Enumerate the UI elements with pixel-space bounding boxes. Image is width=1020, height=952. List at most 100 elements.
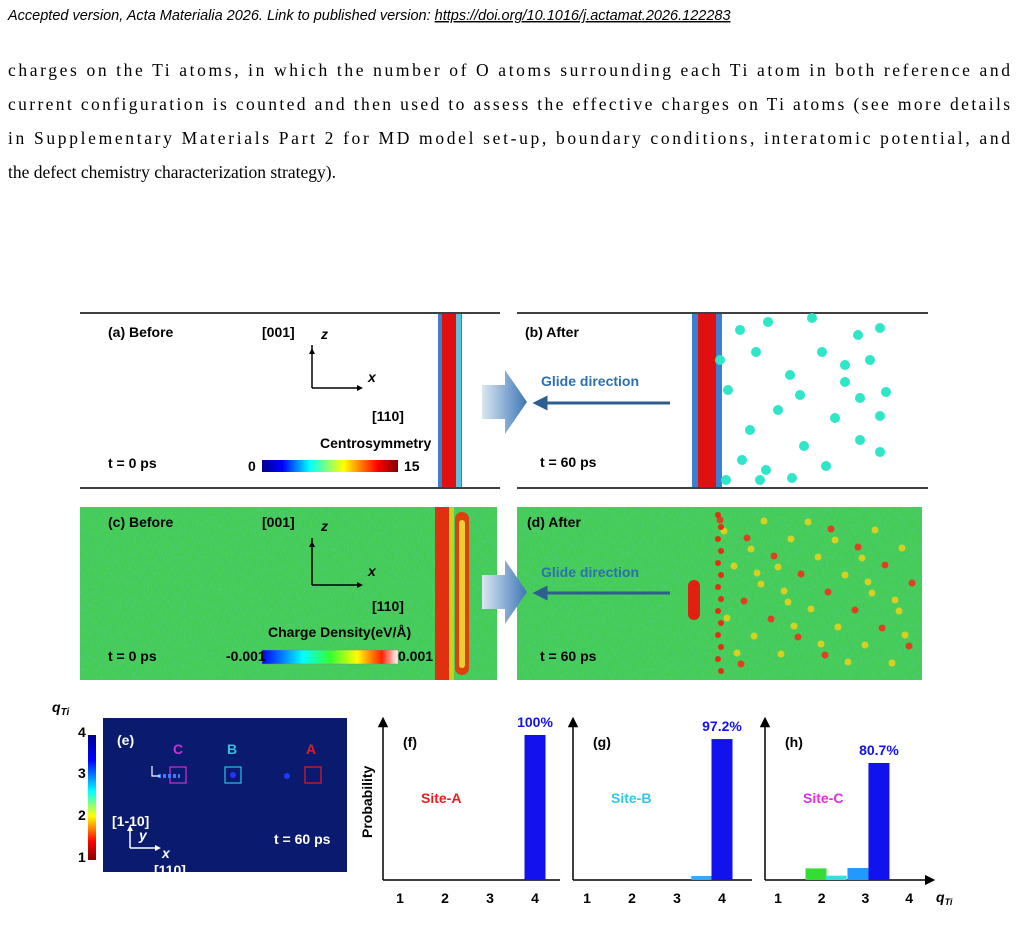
colorbar-label: 2 bbox=[78, 807, 86, 823]
charge-spot bbox=[794, 633, 802, 641]
x-axis-label: qTi bbox=[936, 889, 953, 907]
panel-label: (g) bbox=[593, 734, 611, 750]
header-link[interactable]: https://doi.org/10.1016/j.actamat.2026.1… bbox=[435, 8, 731, 24]
atom bbox=[807, 313, 817, 323]
colorbar-label: 4 bbox=[78, 724, 86, 740]
atom bbox=[840, 377, 850, 387]
big-arrow bbox=[482, 370, 527, 434]
value-label: 100% bbox=[517, 714, 553, 730]
atom bbox=[830, 413, 840, 423]
charge-spot bbox=[716, 516, 724, 524]
charge-spot bbox=[770, 552, 778, 560]
atom bbox=[795, 390, 805, 400]
charge-spot bbox=[817, 640, 825, 648]
atom bbox=[865, 355, 875, 365]
atom bbox=[723, 385, 733, 395]
site-label: A bbox=[306, 741, 316, 757]
charge-spot bbox=[718, 644, 724, 650]
charge-spot bbox=[733, 649, 741, 657]
atom bbox=[721, 475, 731, 485]
x-tick-label: 2 bbox=[441, 890, 449, 906]
site-label: C bbox=[173, 741, 183, 757]
x-tick-label: 4 bbox=[718, 890, 726, 906]
charge-spot bbox=[898, 544, 906, 552]
charge-spot bbox=[737, 660, 745, 668]
panel-label: (d) After bbox=[527, 514, 581, 530]
atom bbox=[773, 405, 783, 415]
bar bbox=[805, 868, 827, 880]
panel-label: (a) Before bbox=[108, 324, 174, 340]
x-tick-label: 3 bbox=[486, 890, 494, 906]
panel-label: (e) bbox=[117, 732, 134, 748]
panel-label: (f) bbox=[403, 734, 417, 750]
x-tick-label: 2 bbox=[818, 890, 826, 906]
charge-spot bbox=[804, 518, 812, 526]
direction: [110] bbox=[154, 862, 186, 878]
panel-label: (b) After bbox=[525, 324, 579, 340]
charge-spot bbox=[888, 659, 896, 667]
panel-label: (h) bbox=[785, 734, 803, 750]
colorbar-label: -0.001 bbox=[226, 648, 266, 664]
colorbar bbox=[88, 735, 96, 860]
subscript: Ti bbox=[61, 707, 70, 718]
bar bbox=[711, 739, 733, 880]
charge-spot bbox=[871, 526, 879, 534]
axis-name: x bbox=[367, 369, 377, 385]
charge-spot bbox=[715, 560, 721, 566]
site-label: Site-C bbox=[803, 790, 843, 806]
atom bbox=[761, 465, 771, 475]
bar bbox=[691, 875, 713, 880]
colorbar-title: qTi bbox=[52, 699, 69, 718]
atom bbox=[715, 355, 725, 365]
charge-spot bbox=[831, 536, 839, 544]
charge-spot bbox=[881, 561, 889, 569]
charge-spot bbox=[740, 597, 748, 605]
colorbar bbox=[261, 649, 399, 665]
x-tick-label: 1 bbox=[583, 890, 591, 906]
charge-spot bbox=[905, 642, 913, 650]
charge-spot bbox=[715, 512, 721, 518]
charge-spot bbox=[730, 562, 738, 570]
colorbar-label: 0.001 bbox=[398, 648, 433, 664]
atom bbox=[737, 455, 747, 465]
charge-spot bbox=[787, 535, 795, 543]
charge-spot bbox=[814, 553, 822, 561]
site-label: B bbox=[227, 741, 237, 757]
axis-name: y bbox=[138, 827, 148, 843]
colorbar-label: 3 bbox=[78, 765, 86, 781]
axis-name: x bbox=[367, 563, 377, 579]
charge-spot bbox=[750, 632, 758, 640]
charge-spot bbox=[718, 620, 724, 626]
atom bbox=[751, 347, 761, 357]
arrow-label: Glide direction bbox=[541, 373, 639, 389]
axes-triad bbox=[311, 345, 360, 389]
atom bbox=[821, 461, 831, 471]
atom bbox=[799, 441, 809, 451]
atom bbox=[853, 330, 863, 340]
charge-spot bbox=[821, 651, 829, 659]
atom bbox=[755, 475, 765, 485]
y-axis-label: Probability bbox=[359, 765, 375, 838]
charge-spot bbox=[854, 543, 862, 551]
arrow-label: Glide direction bbox=[541, 564, 639, 580]
charge-spot bbox=[723, 614, 731, 622]
charge-spot bbox=[718, 524, 724, 530]
bar bbox=[524, 735, 546, 880]
colorbar bbox=[262, 460, 398, 472]
charge-spot bbox=[718, 668, 724, 674]
axis-name: x bbox=[161, 845, 171, 861]
charge-spot bbox=[757, 580, 765, 588]
x-tick-label: 1 bbox=[396, 890, 404, 906]
direction: [001] bbox=[262, 514, 295, 530]
charge-spot bbox=[824, 588, 832, 596]
value-label: 97.2% bbox=[702, 718, 742, 734]
colorbar-title: Centrosymmetry bbox=[320, 435, 431, 451]
atom bbox=[745, 425, 755, 435]
atom bbox=[763, 317, 773, 327]
axis-name: z bbox=[320, 326, 328, 342]
bar bbox=[847, 867, 869, 880]
charge-spot bbox=[901, 631, 909, 639]
atom bbox=[875, 323, 885, 333]
x-tick-label: 3 bbox=[862, 890, 870, 906]
big-arrow bbox=[482, 560, 527, 624]
